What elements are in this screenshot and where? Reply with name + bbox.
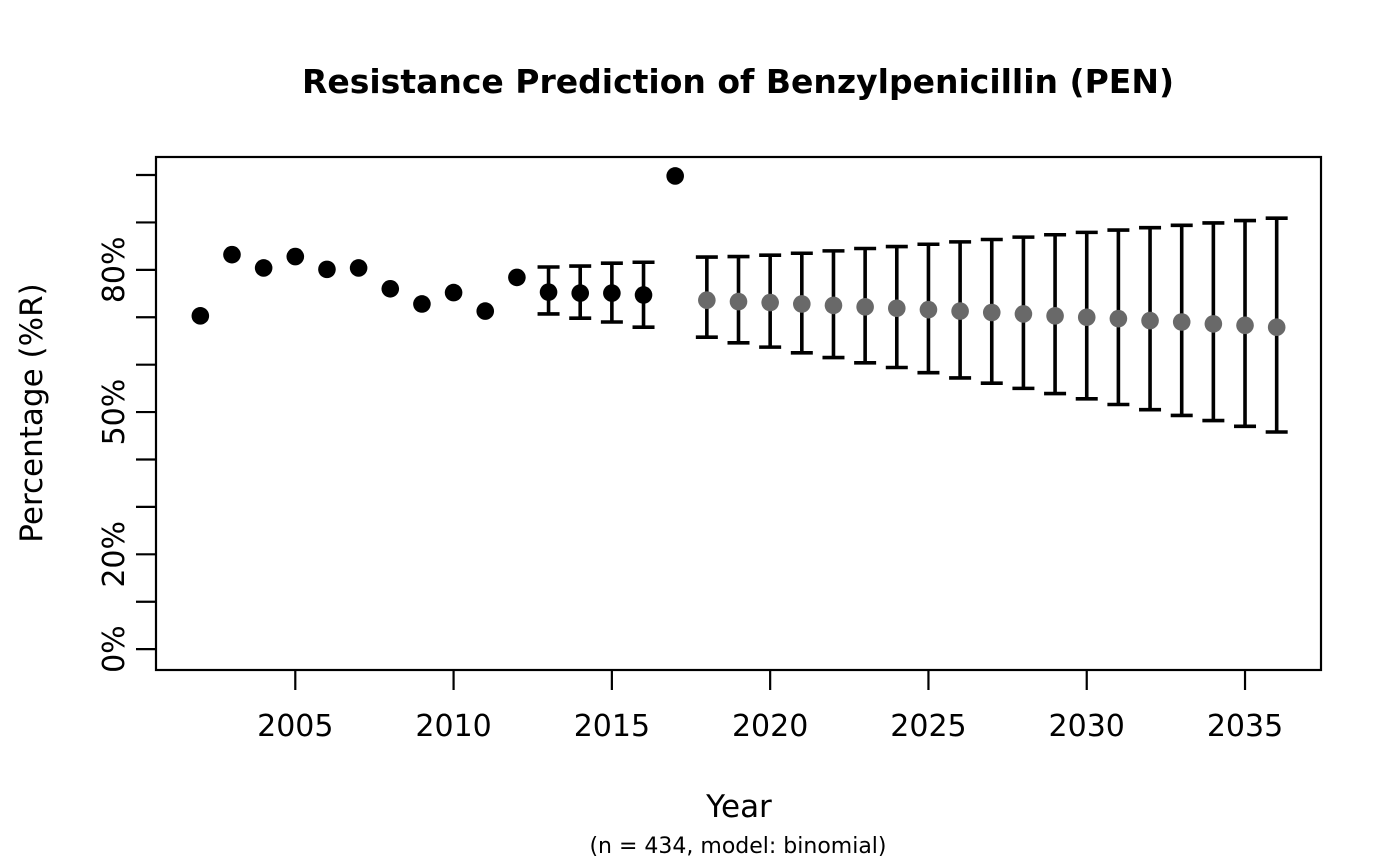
observed-point xyxy=(349,259,368,277)
observed-point xyxy=(444,283,463,302)
predicted-point xyxy=(793,295,811,313)
plot-area: 2005 2010 2015 2020 2025 2030 2035 0% 20% 50% 80% xyxy=(97,155,1323,744)
observed-point xyxy=(191,307,210,325)
predicted-point xyxy=(1236,316,1254,335)
y-tick-label: 20% xyxy=(97,521,132,588)
predicted-point xyxy=(698,291,716,309)
observed-point xyxy=(413,295,431,313)
observed-point xyxy=(571,284,590,302)
observed-point xyxy=(666,167,684,185)
predicted-point xyxy=(982,303,1001,322)
predicted-point xyxy=(729,292,748,311)
predicted-point xyxy=(887,299,906,318)
predicted-point xyxy=(1014,305,1033,323)
x-tick-label: 2035 xyxy=(1207,709,1283,744)
observed-point xyxy=(381,280,400,298)
predicted-point xyxy=(1172,313,1191,331)
observed-point xyxy=(634,286,653,304)
x-tick-label: 2020 xyxy=(732,709,808,744)
predicted-point xyxy=(1141,311,1159,330)
predicted-point xyxy=(1046,307,1064,325)
predicted-point xyxy=(919,300,938,319)
observed-point xyxy=(539,283,558,301)
x-axis-title: Year xyxy=(705,789,772,825)
predicted-point xyxy=(856,298,874,316)
x-tick-label: 2005 xyxy=(257,709,333,744)
x-tick-label: 2010 xyxy=(415,709,491,744)
predicted-point xyxy=(824,296,843,315)
observed-point xyxy=(508,268,526,287)
observed-point xyxy=(318,260,336,279)
predicted-point xyxy=(1109,309,1128,328)
y-tick-label: 50% xyxy=(97,379,132,446)
predicted-point xyxy=(1267,318,1286,337)
observed-point xyxy=(286,247,305,266)
plot-box xyxy=(154,155,1323,672)
y-tick-label: 80% xyxy=(97,236,132,303)
predicted-point xyxy=(951,302,969,320)
observed-point xyxy=(603,284,621,302)
predicted-point xyxy=(1077,308,1096,327)
x-axis-subtitle: (n = 434, model: binomial) xyxy=(589,834,886,859)
observed-point xyxy=(254,259,273,277)
predicted-point xyxy=(761,293,779,312)
x-tick-label: 2015 xyxy=(574,709,650,744)
chart-title: Resistance Prediction of Benzylpenicilli… xyxy=(302,62,1174,101)
y-tick-label: 0% xyxy=(97,625,132,673)
observed-point xyxy=(476,302,495,320)
predicted-point xyxy=(1204,315,1223,333)
observed-point xyxy=(223,245,241,264)
y-axis-title: Percentage (%R) xyxy=(14,283,50,542)
x-tick-label: 2030 xyxy=(1049,709,1125,744)
x-tick-label: 2025 xyxy=(890,709,966,744)
